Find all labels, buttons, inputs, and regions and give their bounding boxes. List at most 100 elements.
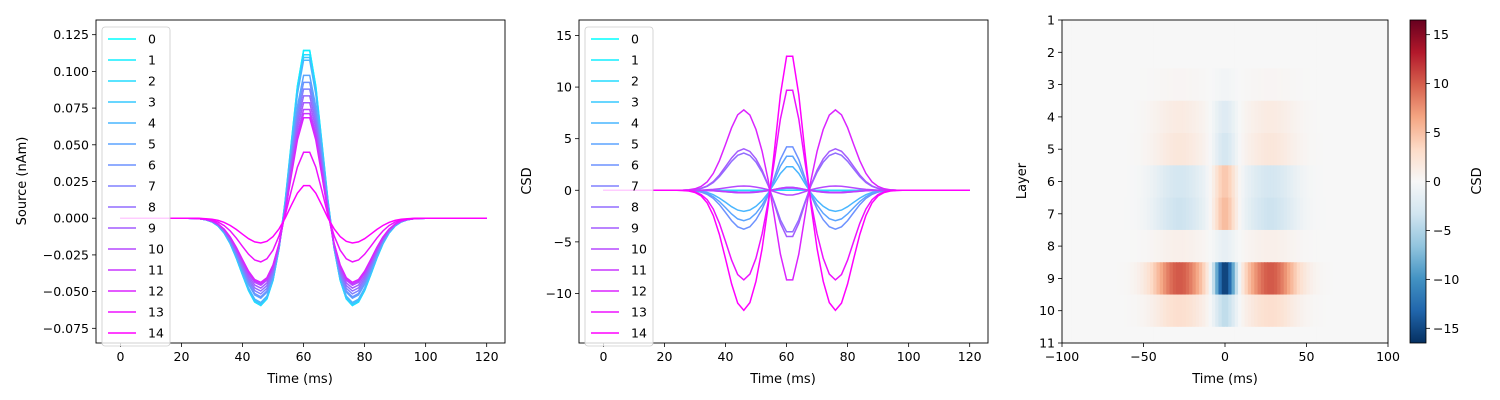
heatmap-cell	[1088, 165, 1092, 199]
heatmap-cell	[1081, 68, 1086, 102]
heatmap-cell	[1068, 20, 1073, 37]
heatmap-cell	[1205, 36, 1210, 70]
heatmap-cell	[1195, 36, 1200, 70]
heatmap-cell	[1345, 36, 1350, 70]
heatmap-cell	[1329, 133, 1334, 166]
heatmap-cell	[1130, 229, 1135, 263]
x-tick-label: 120	[475, 349, 499, 364]
heatmap-cell	[1358, 229, 1363, 263]
heatmap-cell	[1384, 326, 1389, 344]
heatmap-cell	[1374, 229, 1379, 263]
heatmap-cell	[1104, 36, 1109, 70]
heatmap-cell	[1166, 36, 1171, 70]
heatmap-cell	[1159, 262, 1164, 296]
heatmap-cell	[1306, 20, 1311, 37]
heatmap-cell	[1270, 165, 1275, 199]
heatmap-cell	[1133, 20, 1138, 37]
heatmap-cell	[1146, 262, 1151, 296]
colorbar-tick-label: 0	[1433, 174, 1441, 189]
heatmap-cell	[1211, 133, 1216, 166]
heatmap-cell	[1117, 197, 1122, 231]
heatmap-cell	[1381, 133, 1386, 166]
heatmap-cell	[1257, 20, 1262, 37]
heatmap-cell	[1374, 100, 1379, 134]
heatmap-cell	[1270, 197, 1275, 231]
heatmap-cell	[1084, 229, 1089, 263]
heatmap-cell	[1329, 100, 1334, 134]
y-tick-label: 0.125	[53, 27, 89, 42]
heatmap-cell	[1381, 36, 1386, 70]
heatmap-cell	[1117, 36, 1122, 70]
heatmap-cell	[1211, 197, 1216, 231]
heatmap-cell	[1163, 133, 1167, 166]
heatmap-cell	[1208, 36, 1213, 70]
heatmap-cell	[1241, 165, 1246, 199]
heatmap-cell	[1156, 36, 1161, 70]
heatmap-cell	[1143, 294, 1148, 328]
heatmap-cell	[1313, 100, 1317, 134]
heatmap-cell	[1251, 68, 1255, 102]
heatmap-cell	[1303, 165, 1308, 199]
heatmap-cell	[1355, 100, 1360, 134]
heatmap-cell	[1071, 36, 1076, 70]
heatmap-cell	[1280, 165, 1285, 199]
heatmap-cell	[1329, 262, 1334, 296]
legend-label-3: 3	[631, 95, 639, 110]
heatmap-cell	[1313, 262, 1317, 296]
heatmap-cell	[1319, 36, 1324, 70]
heatmap-cell	[1352, 294, 1356, 328]
heatmap-cell	[1208, 20, 1213, 37]
heatmap-cell	[1159, 294, 1164, 328]
y-tick-label: −5	[554, 234, 572, 249]
heatmap-cell	[1299, 229, 1304, 263]
heatmap-cell	[1143, 36, 1148, 70]
heatmap-cell	[1251, 20, 1255, 37]
heatmap-cell	[1332, 20, 1337, 37]
heatmap-cell	[1286, 20, 1291, 37]
heatmap-cell	[1185, 197, 1190, 231]
heatmap-cell	[1358, 68, 1363, 102]
heatmap-cell	[1143, 133, 1148, 166]
heatmap-cell	[1176, 36, 1180, 70]
heatmap-cell	[1185, 326, 1190, 344]
heatmap-cell	[1127, 262, 1132, 296]
heatmap-cell	[1176, 229, 1180, 263]
heatmap-cell	[1218, 197, 1223, 231]
heatmap-cell	[1215, 36, 1220, 70]
heatmap-cell	[1381, 20, 1386, 37]
heatmap-cell	[1192, 100, 1197, 134]
legend-label-0: 0	[631, 32, 639, 47]
heatmap-cell	[1071, 133, 1076, 166]
heatmap-cell	[1146, 133, 1151, 166]
heatmap-cell	[1146, 36, 1151, 70]
heatmap-cell	[1182, 36, 1187, 70]
heatmap-cell	[1221, 100, 1226, 134]
heatmap-cell	[1238, 100, 1242, 134]
heatmap-cell	[1339, 229, 1343, 263]
heatmap-cell	[1081, 20, 1086, 37]
heatmap-cell	[1156, 165, 1161, 199]
heatmap-cell	[1101, 197, 1105, 231]
heatmap-cell	[1127, 20, 1132, 37]
heatmap-cell	[1081, 133, 1086, 166]
heatmap-cell	[1172, 68, 1177, 102]
heatmap-cell	[1352, 197, 1356, 231]
heatmap-cell	[1381, 100, 1386, 134]
heatmap-cell	[1296, 133, 1301, 166]
heatmap-cell	[1241, 262, 1246, 296]
heatmap-cell	[1153, 36, 1158, 70]
y-tick-label: −0.075	[43, 321, 89, 336]
heatmap-cell	[1365, 68, 1370, 102]
heatmap-cell	[1384, 100, 1389, 134]
y-tick-label: 0.000	[53, 211, 89, 226]
heatmap-cell	[1225, 197, 1229, 231]
heatmap-cell	[1378, 36, 1383, 70]
heatmap-cell	[1355, 294, 1360, 328]
heatmap-cell	[1371, 68, 1376, 102]
heatmap-cell	[1286, 36, 1291, 70]
heatmap-cell	[1368, 68, 1373, 102]
heatmap-cell	[1088, 229, 1092, 263]
heatmap-cell	[1205, 262, 1210, 296]
heatmap-cell	[1368, 262, 1373, 296]
heatmap-cell	[1182, 20, 1187, 37]
